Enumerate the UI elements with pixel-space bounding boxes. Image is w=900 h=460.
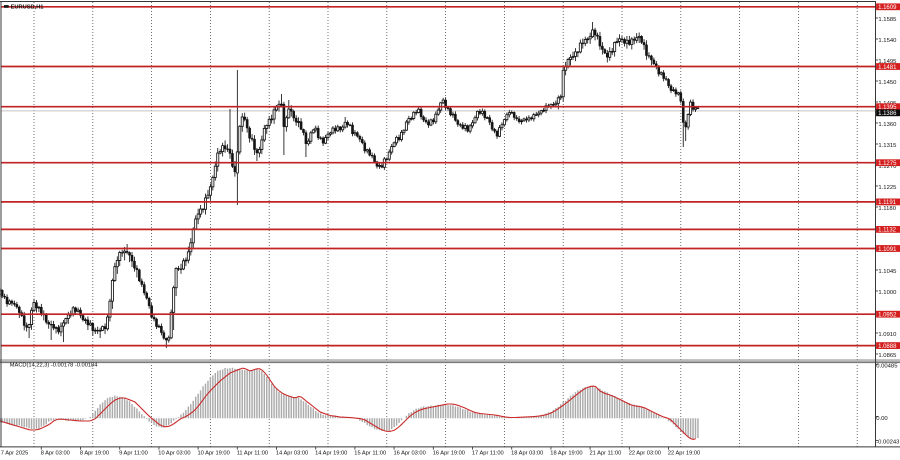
svg-text:17 Apr 11:00: 17 Apr 11:00 — [472, 450, 504, 456]
svg-text:22 Apr 19:00: 22 Apr 19:00 — [668, 450, 700, 456]
svg-text:1.1495: 1.1495 — [878, 59, 897, 65]
svg-text:EURUSD,H1: EURUSD,H1 — [11, 5, 44, 11]
svg-text:1.1481: 1.1481 — [878, 65, 897, 71]
svg-text:7 Apr 2025: 7 Apr 2025 — [1, 450, 29, 456]
svg-text:1.1132: 1.1132 — [878, 228, 897, 234]
svg-text:1.1270: 1.1270 — [878, 164, 897, 170]
svg-text:21 Apr 11:00: 21 Apr 11:00 — [590, 450, 622, 456]
svg-text:1.1386: 1.1386 — [878, 111, 897, 117]
svg-text:1.1609: 1.1609 — [878, 5, 897, 11]
svg-text:1.1540: 1.1540 — [878, 38, 897, 44]
svg-text:1.0865: 1.0865 — [878, 353, 897, 359]
svg-text:1.1091: 1.1091 — [878, 247, 897, 253]
svg-text:16 Apr 19:00: 16 Apr 19:00 — [433, 450, 465, 456]
svg-text:1.1315: 1.1315 — [878, 143, 897, 149]
svg-text:0.00: 0.00 — [876, 416, 888, 422]
svg-text:1.0910: 1.0910 — [878, 332, 897, 338]
svg-text:10 Apr 19:00: 10 Apr 19:00 — [198, 450, 230, 456]
svg-text:1.1360: 1.1360 — [878, 122, 897, 128]
svg-text:9 Apr 11:00: 9 Apr 11:00 — [119, 450, 148, 456]
svg-text:1.1045: 1.1045 — [878, 269, 897, 275]
svg-text:MACD(14,22,3) -0.00178 -0.0018: MACD(14,22,3) -0.00178 -0.00184 — [10, 363, 98, 369]
svg-text:-0.00243: -0.00243 — [876, 440, 900, 446]
svg-text:1.0952: 1.0952 — [878, 313, 897, 319]
svg-text:1.1275: 1.1275 — [878, 161, 897, 167]
svg-text:18 Apr 03:00: 18 Apr 03:00 — [511, 450, 543, 456]
svg-text:1.1450: 1.1450 — [878, 80, 897, 86]
svg-text:1.1585: 1.1585 — [878, 17, 897, 23]
svg-text:16 Apr 03:00: 16 Apr 03:00 — [394, 450, 426, 456]
svg-text:1.1225: 1.1225 — [878, 185, 897, 191]
svg-text:8 Apr 19:00: 8 Apr 19:00 — [80, 450, 109, 456]
svg-text:1.0888: 1.0888 — [878, 344, 897, 350]
svg-text:1.1180: 1.1180 — [878, 206, 896, 212]
svg-text:22 Apr 03:00: 22 Apr 03:00 — [629, 450, 661, 456]
svg-text:0.00485: 0.00485 — [876, 364, 898, 370]
svg-text:15 Apr 11:00: 15 Apr 11:00 — [354, 450, 386, 456]
svg-text:1.1395: 1.1395 — [878, 105, 897, 111]
svg-text:8 Apr 03:00: 8 Apr 03:00 — [41, 450, 70, 456]
svg-text:18 Apr 19:00: 18 Apr 19:00 — [550, 450, 582, 456]
svg-text:11 Apr 11:00: 11 Apr 11:00 — [237, 450, 268, 456]
svg-text:1.1191: 1.1191 — [878, 200, 897, 206]
svg-text:14 Apr 19:00: 14 Apr 19:00 — [315, 450, 347, 456]
svg-text:14 Apr 03:00: 14 Apr 03:00 — [276, 450, 308, 456]
svg-text:1.1000: 1.1000 — [878, 290, 897, 296]
svg-text:10 Apr 03:00: 10 Apr 03:00 — [158, 450, 190, 456]
